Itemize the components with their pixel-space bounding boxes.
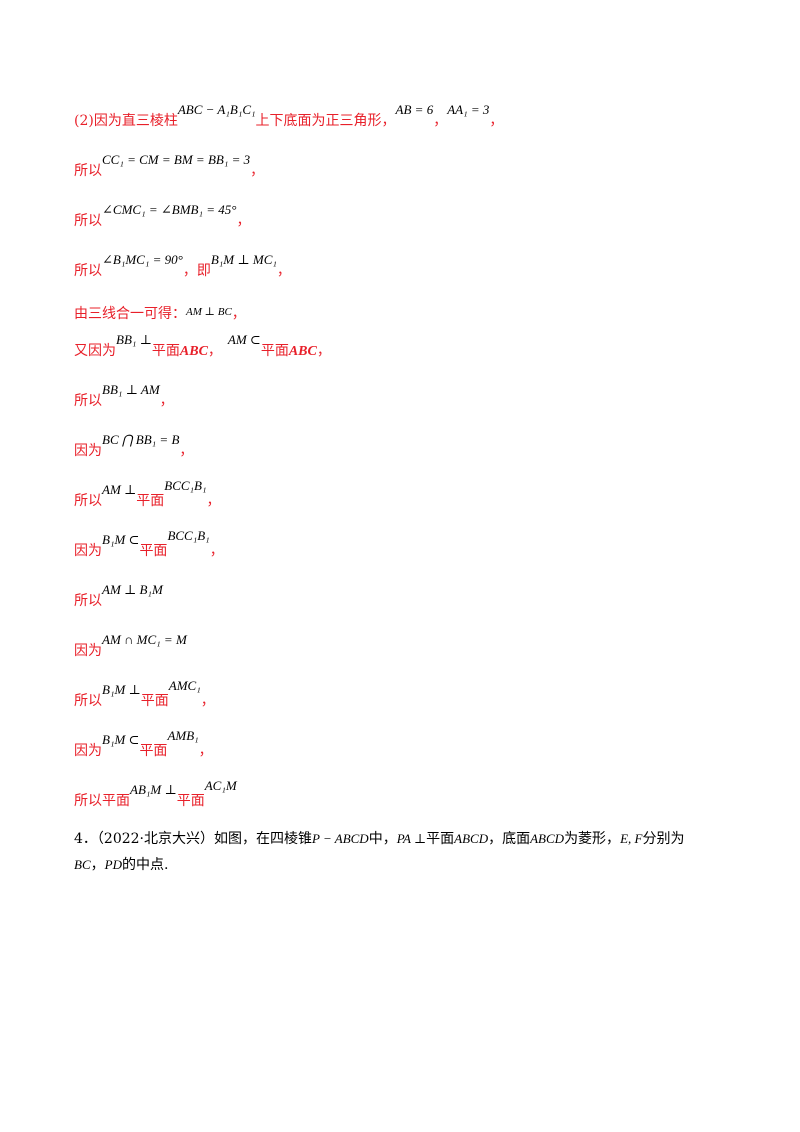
question-number: 4． bbox=[74, 831, 97, 847]
text: ， bbox=[200, 693, 215, 709]
text: ，即 bbox=[182, 263, 211, 279]
formula: ∠B₁MC₁ = 90° bbox=[102, 252, 183, 267]
solution-line-12: 因为AM ∩ MC₁ = M bbox=[74, 632, 187, 660]
text: ， bbox=[179, 443, 194, 459]
text: 因为 bbox=[74, 643, 102, 659]
text: 平面 bbox=[426, 831, 455, 847]
formula: BB₁ ⊥ AM bbox=[102, 382, 160, 397]
text: 上下底面为正三角形， bbox=[255, 113, 396, 129]
plane-name: ABC bbox=[179, 344, 208, 359]
formula: BC ⋂ BB₁ = B bbox=[102, 432, 180, 447]
text: (2)因为直三棱柱 bbox=[74, 113, 178, 129]
text: 平面 bbox=[260, 343, 289, 359]
text: ，底面 bbox=[488, 831, 531, 847]
formula: AM ⊥ BC bbox=[186, 306, 232, 318]
solution-line-11: 所以AM ⊥ B₁M bbox=[74, 582, 163, 610]
text: ， bbox=[433, 113, 448, 129]
formula: AB₁M ⊥ bbox=[130, 782, 177, 797]
text: 所以 bbox=[74, 163, 102, 179]
solution-line-8: 因为BC ⋂ BB₁ = B， bbox=[74, 432, 194, 460]
formula: B₁M ⊂ bbox=[102, 732, 140, 747]
prism-formula: ABC − A₁B₁C₁ bbox=[177, 102, 256, 117]
formula: AM ⊥ B₁M bbox=[102, 582, 163, 597]
question-4: 4．（2022·北京大兴）如图，在四棱锥P − ABCD中，PA ⊥平面ABCD… bbox=[74, 826, 734, 878]
text: 所以平面 bbox=[74, 793, 130, 809]
plane-name: BCC₁B₁ bbox=[164, 478, 207, 493]
formula: PA ⊥ bbox=[396, 831, 427, 846]
text: 分别为 bbox=[642, 831, 685, 847]
formula: B₁M ⊥ bbox=[102, 682, 141, 697]
text: 平面 bbox=[136, 493, 165, 509]
question-source: （2022·北京大兴） bbox=[96, 831, 215, 847]
solution-line-10: 因为B₁M ⊂平面BCC₁B₁， bbox=[74, 528, 224, 560]
formula: AM ∩ MC₁ = M bbox=[102, 632, 187, 647]
formula: ABCD bbox=[454, 831, 489, 846]
text: ， bbox=[236, 213, 251, 229]
solution-line-9: 所以AM ⊥平面BCC₁B₁， bbox=[74, 478, 221, 510]
text: ， bbox=[489, 113, 504, 129]
formula: BC bbox=[74, 857, 91, 872]
formula: AM ⊂ bbox=[227, 332, 261, 347]
text: 所以 bbox=[74, 593, 102, 609]
text: ， bbox=[209, 543, 224, 559]
formula: BB₁ ⊥ bbox=[116, 332, 152, 347]
text: ， bbox=[198, 743, 213, 759]
formula: E, F bbox=[620, 831, 643, 846]
text: 平面 bbox=[151, 343, 180, 359]
text: 所以 bbox=[74, 263, 102, 279]
text: 因为 bbox=[74, 543, 102, 559]
text: ， bbox=[207, 343, 222, 359]
text: ， bbox=[90, 857, 105, 873]
text: 平面 bbox=[139, 543, 168, 559]
text: 所以 bbox=[74, 393, 102, 409]
solution-line-14: 因为B₁M ⊂平面AMB₁， bbox=[74, 728, 213, 760]
text: 因为 bbox=[74, 443, 102, 459]
text: 因为 bbox=[74, 743, 102, 759]
solution-line-2: 所以CC₁ = CM = BM = BB₁ = 3， bbox=[74, 152, 265, 180]
text: ， bbox=[276, 263, 291, 279]
formula: CC₁ = CM = BM = BB₁ = 3 bbox=[102, 152, 251, 167]
formula: ABCD bbox=[530, 831, 565, 846]
formula: PD bbox=[104, 857, 122, 872]
solution-line-1: (2)因为直三棱柱ABC − A₁B₁C₁上下底面为正三角形，AB = 6，AA… bbox=[74, 102, 504, 130]
formula: B₁M ⊥ MC₁ bbox=[210, 252, 277, 267]
text: 平面 bbox=[140, 693, 169, 709]
solution-line-6: 又因为BB₁ ⊥平面ABC，AM ⊂平面ABC， bbox=[74, 332, 331, 360]
plane-name: AC₁M bbox=[204, 778, 237, 793]
solution-line-5: 由三线合一可得：AM ⊥ BC， bbox=[74, 303, 246, 323]
solution-line-3: 所以∠CMC₁ = ∠BMB₁ = 45°， bbox=[74, 202, 251, 230]
text: 所以 bbox=[74, 493, 102, 509]
text: 的中点. bbox=[121, 857, 169, 873]
plane-name: BCC₁B₁ bbox=[167, 528, 210, 543]
solution-line-15: 所以平面AB₁M ⊥平面AC₁M bbox=[74, 778, 237, 810]
text: ， bbox=[250, 163, 265, 179]
text: 所以 bbox=[74, 693, 102, 709]
plane-name: AMC₁ bbox=[168, 678, 201, 693]
plane-name: ABC bbox=[288, 344, 317, 359]
formula: AM ⊥ bbox=[102, 482, 137, 497]
text: 所以 bbox=[74, 213, 102, 229]
formula: P − ABCD bbox=[312, 831, 369, 846]
text: 为菱形， bbox=[564, 831, 621, 847]
text: 如图，在四棱锥 bbox=[214, 831, 313, 847]
text: ， bbox=[159, 393, 174, 409]
text: 平面 bbox=[139, 743, 168, 759]
formula: B₁M ⊂ bbox=[102, 532, 140, 547]
plane-name: AMB₁ bbox=[167, 728, 199, 743]
text: ， bbox=[206, 493, 221, 509]
text: ， bbox=[316, 343, 331, 359]
text: 平面 bbox=[176, 793, 205, 809]
solution-line-13: 所以B₁M ⊥平面AMC₁， bbox=[74, 678, 215, 710]
text: 由三线合一可得： bbox=[74, 306, 186, 322]
ab-value: AB = 6 bbox=[395, 102, 434, 117]
formula: ∠CMC₁ = ∠BMB₁ = 45° bbox=[102, 202, 237, 217]
text: 又因为 bbox=[74, 343, 116, 359]
aa1-value: AA₁ = 3 bbox=[447, 102, 490, 117]
text: 中， bbox=[368, 831, 397, 847]
solution-line-7: 所以BB₁ ⊥ AM， bbox=[74, 382, 174, 410]
solution-line-4: 所以∠B₁MC₁ = 90°，即B₁M ⊥ MC₁， bbox=[74, 252, 291, 280]
text: ， bbox=[231, 306, 246, 322]
